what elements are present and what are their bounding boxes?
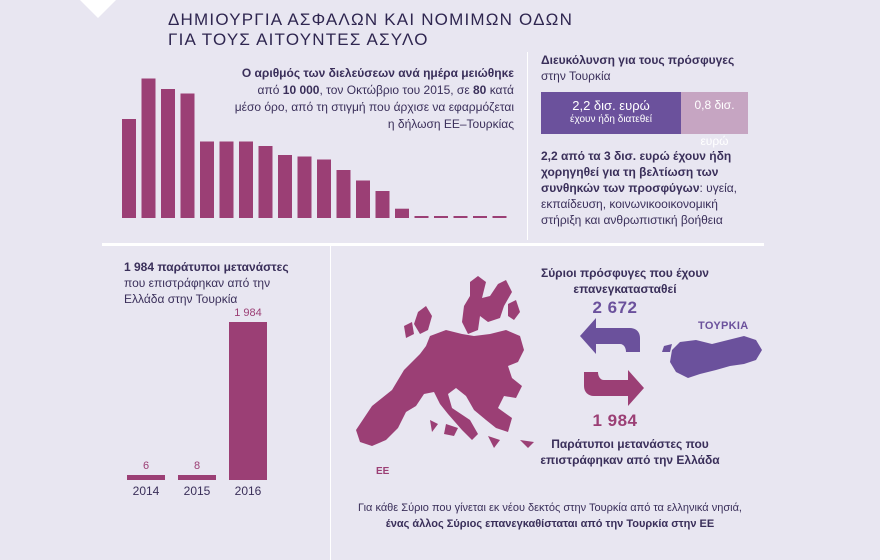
crossings-bar xyxy=(395,208,409,218)
allocated-funds-bar: 2,2 δισ. ευρώ έχουν ήδη διατεθεί xyxy=(541,92,681,134)
title-line-2: ΓΙΑ ΤΟΥΣ ΑΙΤΟΥΝΤΕΣ ΑΣΥΛΟ xyxy=(168,30,429,49)
crossings-bar xyxy=(278,155,292,218)
ret2-line-1: Παράτυποι μετανάστες που xyxy=(551,437,709,451)
facility-subtitle: στην Τουρκία xyxy=(541,69,611,83)
funded-text-3: στήριξη και ανθρωπιστική βοήθεια xyxy=(541,213,723,227)
turkey-map xyxy=(670,336,762,378)
intro-line-2: από 10 000, τον Οκτώβριο του 2015, σε 80… xyxy=(257,83,514,97)
crossings-bar xyxy=(200,141,214,218)
resettled-count: 2 672 xyxy=(592,298,638,317)
returns-title-bold: 1 984 παράτυποι μετανάστες xyxy=(124,260,289,274)
crossings-description: Ο αριθμός των διελεύσεων ανά ημέρα μειώθ… xyxy=(218,65,514,133)
returns-year-label: 2014 xyxy=(133,484,160,498)
returns-title: 1 984 παράτυποι μετανάστες που επιστράφη… xyxy=(124,259,314,307)
returned-count: 1 984 xyxy=(592,411,638,430)
eu-label: ΕΕ xyxy=(376,466,390,477)
title-line-1: ΔΗΜΙΟΥΡΓΙΑ ΑΣΦΑΛΩΝ ΚΑΙ ΝΟΜΙΜΩΝ ΟΔΩΝ xyxy=(168,10,574,29)
crossings-bar xyxy=(180,93,195,218)
footer-line-1: Για κάθε Σύριο που γίνεται εκ νέου δεκτό… xyxy=(358,502,742,514)
horizontal-divider xyxy=(102,243,764,246)
resettled-syrians-title: Σύριοι πρόσφυγες που έχουν επανεγκαταστα… xyxy=(525,265,725,297)
crossings-bar xyxy=(453,216,468,218)
crossings-bar xyxy=(297,156,312,218)
crossings-bar xyxy=(317,159,331,218)
intro-line-3: μέσο όρο, από τη στιγμή που άρχισε να εφ… xyxy=(234,100,514,114)
funded-description: 2,2 από τα 3 δισ. ευρώ έχουν ήδη χορηγηθ… xyxy=(541,148,751,228)
returns-title-line-2: που επιστράφηκαν από την xyxy=(124,276,271,290)
crossings-bar xyxy=(122,119,136,218)
facility-title-main: Διευκόλυνση για τους πρόσφυγες xyxy=(541,53,735,67)
ret2-line-2: επιστράφηκαν από την Ελλάδα xyxy=(540,453,720,467)
remaining-amount-l1: 0,8 δισ. xyxy=(694,98,735,112)
crossings-bar xyxy=(219,141,234,218)
allocated-label: έχουν ήδη διατεθεί xyxy=(570,114,652,125)
footer-note: Για κάθε Σύριο που γίνεται εκ νέου δεκτό… xyxy=(340,500,760,532)
turkey-label: ΤΟΥΡΚΙΑ xyxy=(698,320,749,332)
remaining-funds-bar: 0,8 δισ. ευρώ xyxy=(681,92,748,148)
vertical-divider-bottom xyxy=(330,246,331,560)
funded-text-1: : υγεία, xyxy=(699,181,738,195)
crossings-bar xyxy=(356,180,370,218)
syr-line-1: Σύριοι πρόσφυγες που έχουν xyxy=(541,266,709,280)
returns-year-label: 2016 xyxy=(235,484,262,498)
crossings-bar xyxy=(336,170,351,218)
page-title: ΔΗΜΙΟΥΡΓΙΑ ΑΣΦΑΛΩΝ ΚΑΙ ΝΟΜΙΜΩΝ ΟΔΩΝ ΓΙΑ … xyxy=(168,10,573,50)
returns-title-line-3: Ελλάδα στην Τουρκία xyxy=(124,292,238,306)
crossings-bar xyxy=(161,89,175,218)
crossings-bar xyxy=(492,216,507,218)
crossings-bar xyxy=(375,191,390,218)
crossings-bar xyxy=(414,216,429,218)
returns-bar xyxy=(127,475,165,480)
returned-migrants-title: Παράτυποι μετανάστες που επιστράφηκαν απ… xyxy=(530,436,730,468)
crossings-bar xyxy=(141,78,156,218)
funded-bold-2: χορηγηθεί για τη βελτίωση των xyxy=(541,165,719,179)
exchange-arrows-icon xyxy=(580,318,644,406)
header-notch xyxy=(80,0,116,18)
funded-bold-1: 2,2 από τα 3 δισ. ευρώ έχουν ήδη xyxy=(541,149,732,163)
returns-year-label: 2015 xyxy=(184,484,211,498)
allocated-amount: 2,2 δισ. ευρώ xyxy=(572,98,650,113)
crossings-bar xyxy=(434,216,448,218)
footer-line-2: ένας άλλος Σύριος επανεγκαθίσταται από τ… xyxy=(385,518,715,530)
facility-title: Διευκόλυνση για τους πρόσφυγες στην Τουρ… xyxy=(541,52,734,84)
returns-bar-label: 1 984 xyxy=(234,307,262,319)
intro-line-1: Ο αριθμός των διελεύσεων ανά ημέρα μειώθ… xyxy=(241,66,514,80)
crossings-bar xyxy=(473,216,487,218)
syr-line-2: επανεγκατασταθεί xyxy=(573,282,677,296)
returns-bar xyxy=(178,475,216,480)
crossings-bar xyxy=(239,141,253,218)
intro-line-4: η δήλωση ΕΕ–Τουρκίας xyxy=(387,117,514,131)
remaining-amount-l2: ευρώ xyxy=(700,134,729,148)
returns-bar-label: 6 xyxy=(143,460,149,472)
returns-bar-label: 8 xyxy=(194,460,200,472)
eu-map xyxy=(356,276,534,448)
funded-text-2: εκπαίδευση, κοινωνικοοικονομική xyxy=(541,197,718,211)
vertical-divider-top xyxy=(527,52,528,240)
funded-bold-3: συνθηκών των προσφύγων xyxy=(541,181,700,195)
crossings-bar xyxy=(258,146,273,218)
returns-bar xyxy=(229,322,267,480)
